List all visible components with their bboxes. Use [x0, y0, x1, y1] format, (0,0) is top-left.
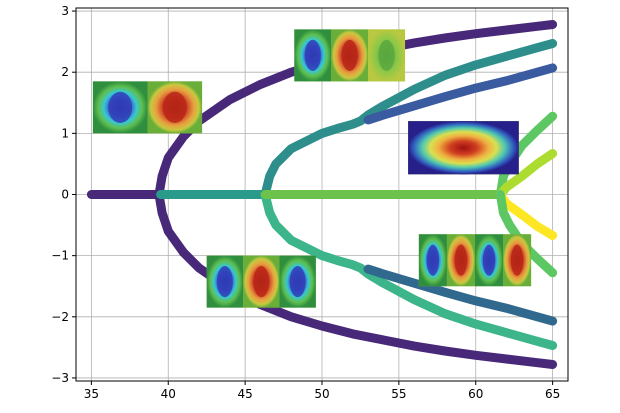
- y-tick-label: 1: [61, 126, 69, 140]
- x-tick-label: 60: [468, 387, 483, 401]
- inset-lobe-core: [304, 39, 321, 71]
- y-tick-label: −1: [51, 249, 69, 263]
- x-tick-label: 55: [391, 387, 406, 401]
- inset-lobe-core: [378, 39, 395, 71]
- series-branch-7: [363, 264, 558, 326]
- inset-lobe-core: [341, 39, 358, 71]
- series-line: [154, 190, 558, 369]
- x-tick-label: 50: [314, 387, 329, 401]
- mode-inset-four-mode: [418, 234, 532, 287]
- inset-layer: [92, 29, 532, 308]
- inset-lobe-core: [216, 266, 233, 298]
- x-tick-label: 65: [545, 387, 560, 401]
- y-tick-label: 3: [61, 4, 69, 18]
- inset-lobe-core: [426, 244, 440, 276]
- series-line: [363, 63, 558, 125]
- inset-lobe-core: [253, 266, 270, 298]
- y-tick-label: −2: [51, 310, 69, 324]
- mode-inset-two-mode: [92, 81, 203, 134]
- series-branch-10: [495, 149, 558, 199]
- inset-lobe-core: [289, 266, 306, 298]
- series-line: [495, 149, 558, 199]
- series-layer: [86, 20, 558, 369]
- mode-inset-three-mode: [206, 255, 316, 308]
- x-tick-label: 45: [237, 387, 252, 401]
- y-tick-label: 0: [61, 188, 69, 202]
- x-tick-label: 40: [161, 387, 176, 401]
- inset-lobe-core: [510, 244, 524, 276]
- y-tick-label: 2: [61, 65, 69, 79]
- x-tick-label: 35: [84, 387, 99, 401]
- y-tick-label: −3: [51, 371, 69, 385]
- inset-lobe-core: [482, 244, 496, 276]
- inset-lobe-core: [108, 91, 133, 123]
- mode-inset-two-mode-upper: [294, 29, 406, 82]
- inset-lobe: [408, 121, 519, 175]
- series-branch-2: [154, 190, 558, 369]
- tick-layer: 35 40 45 50 55 60 65 −3 −2 −1 0 1 2 3: [51, 4, 560, 401]
- inset-lobe-core: [162, 91, 187, 123]
- inset-lobe-core: [454, 244, 468, 276]
- mode-inset-single-mode: [408, 121, 519, 175]
- series-line: [363, 264, 558, 326]
- series-branch-5: [363, 63, 558, 125]
